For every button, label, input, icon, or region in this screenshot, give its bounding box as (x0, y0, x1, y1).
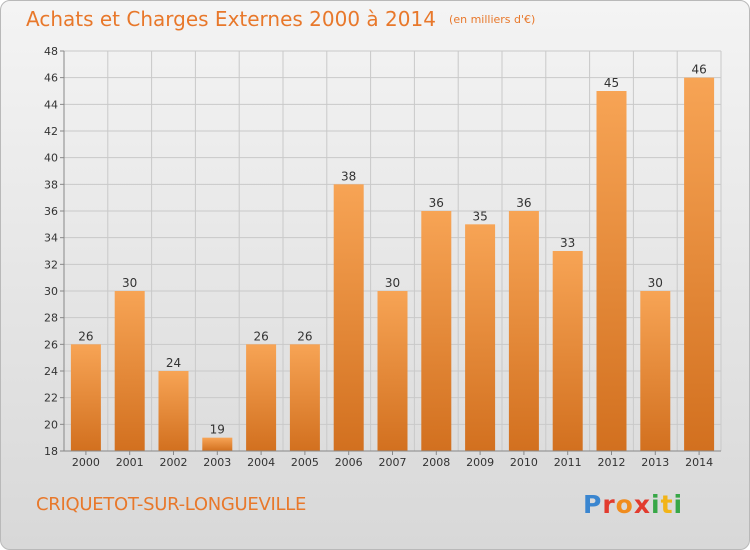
x-tick-label: 2011 (554, 456, 582, 469)
y-tick-label: 46 (44, 72, 58, 85)
bar[interactable] (552, 251, 583, 451)
bar[interactable] (158, 371, 189, 451)
proxiti-logo[interactable]: Proxiti (583, 490, 683, 519)
logo-letter: P (583, 490, 603, 519)
x-tick-label: 2001 (116, 456, 144, 469)
x-tick-label: 2004 (247, 456, 275, 469)
y-tick-label: 36 (44, 205, 58, 218)
title-unit: (en milliers d'€) (449, 13, 536, 26)
x-tick-label: 2009 (466, 456, 494, 469)
data-label: 30 (385, 276, 400, 290)
bar[interactable] (289, 344, 320, 451)
x-tick-label: 2002 (160, 456, 188, 469)
bar-layer (70, 77, 715, 452)
bar[interactable] (114, 291, 145, 451)
data-label: 26 (297, 329, 312, 343)
data-label: 30 (122, 276, 137, 290)
logo-letter: i (673, 490, 684, 519)
label-layer: 26 30 24 19 26 26 38 30 36 35 36 33 45 30 46 (78, 63, 706, 437)
bar[interactable] (246, 344, 277, 451)
bar[interactable] (684, 77, 715, 452)
bar[interactable] (421, 211, 452, 451)
data-label: 45 (604, 76, 619, 90)
logo-letter: r (602, 490, 616, 519)
data-label: 46 (691, 63, 706, 77)
x-tick-label: 2000 (72, 456, 100, 469)
commune-name: CRIQUETOT-SUR-LONGUEVILLE (36, 494, 307, 515)
x-tick-label: 2010 (510, 456, 538, 469)
data-label: 24 (166, 356, 181, 370)
bar[interactable] (508, 211, 539, 451)
bar[interactable] (640, 291, 671, 451)
bar[interactable] (202, 437, 233, 451)
x-tick-label: 2013 (641, 456, 669, 469)
bar[interactable] (377, 291, 408, 451)
data-label: 30 (648, 276, 663, 290)
data-label: 26 (78, 329, 93, 343)
y-tick-label: 38 (44, 178, 58, 191)
axis-layer: 18 20 22 24 26 28 30 32 34 36 38 40 42 44 46 48 2000 2001… (44, 45, 721, 469)
data-label: 36 (516, 196, 531, 210)
y-tick-label: 18 (44, 445, 58, 458)
data-label: 36 (429, 196, 444, 210)
logo-letter: t (660, 490, 674, 519)
logo-letter: x (633, 490, 651, 519)
y-tick-label: 32 (44, 258, 58, 271)
y-tick-label: 34 (44, 232, 58, 245)
y-tick-label: 22 (44, 392, 58, 405)
logo-letter: i (651, 490, 661, 519)
data-label: 38 (341, 169, 356, 183)
bar[interactable] (596, 91, 627, 451)
x-tick-label: 2012 (598, 456, 626, 469)
data-label: 35 (472, 209, 487, 223)
x-tick-label: 2006 (335, 456, 363, 469)
logo-letter: o (615, 490, 634, 519)
y-tick-label: 44 (44, 98, 58, 111)
y-tick-label: 30 (44, 285, 58, 298)
y-tick-label: 26 (44, 338, 58, 351)
chart-title: Achats et Charges Externes 2000 à 2014 (… (26, 7, 535, 31)
title-main: Achats et Charges Externes 2000 à 2014 (26, 7, 436, 31)
data-label: 33 (560, 236, 575, 250)
x-tick-label: 2003 (203, 456, 231, 469)
y-tick-label: 28 (44, 312, 58, 325)
y-tick-label: 42 (44, 125, 58, 138)
bar[interactable] (70, 344, 101, 451)
bar[interactable] (465, 224, 496, 451)
y-tick-label: 48 (44, 45, 58, 58)
x-tick-label: 2014 (685, 456, 713, 469)
bar[interactable] (333, 184, 364, 452)
data-label: 19 (210, 423, 225, 437)
y-tick-label: 24 (44, 365, 58, 378)
y-tick-label: 40 (44, 152, 58, 165)
data-label: 26 (253, 329, 268, 343)
y-tick-label: 20 (44, 418, 58, 431)
x-tick-label: 2008 (422, 456, 450, 469)
x-tick-label: 2005 (291, 456, 319, 469)
x-tick-label: 2007 (379, 456, 407, 469)
